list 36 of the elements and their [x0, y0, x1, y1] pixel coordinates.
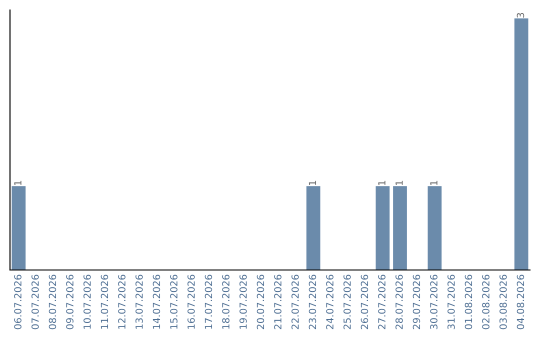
x-tick-label: 13.07.2026 — [135, 274, 143, 329]
x-tick-label: 02.08.2026 — [482, 274, 490, 330]
x-tick-label: 01.08.2026 — [464, 274, 472, 330]
data-label: 1 — [308, 180, 316, 186]
x-tick-label: 11.07.2026 — [100, 274, 108, 329]
x-tick-label: 07.07.2026 — [31, 274, 39, 330]
data-label: 1 — [378, 180, 386, 186]
x-tick-label: 10.07.2026 — [83, 274, 91, 329]
x-tick-label: 08.07.2026 — [48, 274, 56, 330]
x-tick-label: 03.08.2026 — [499, 274, 507, 330]
x-tick-label: 24.07.2026 — [326, 274, 334, 330]
x-tick-label: 17.07.2026 — [204, 274, 212, 329]
x-tick-label: 22.07.2026 — [291, 274, 299, 330]
x-tick-label: 18.07.2026 — [222, 274, 230, 329]
x-tick-label: 21.07.2026 — [274, 274, 282, 330]
data-label: 3 — [516, 12, 524, 18]
x-tick-label: 25.07.2026 — [343, 274, 351, 330]
x-tick-label: 14.07.2026 — [152, 274, 160, 329]
data-label: 1 — [430, 180, 438, 186]
x-tick-label: 20.07.2026 — [256, 274, 264, 330]
x-tick-label: 29.07.2026 — [412, 274, 420, 330]
x-tick-label: 30.07.2026 — [430, 274, 438, 330]
x-tick-label: 12.07.2026 — [118, 274, 126, 329]
x-tick-label: 06.07.2026 — [14, 274, 22, 330]
x-tick-label: 31.07.2026 — [447, 274, 455, 330]
data-label: 1 — [396, 180, 403, 186]
data-label: 1 — [14, 180, 22, 186]
x-tick-label: 16.07.2026 — [187, 274, 195, 329]
x-tick-label: 28.07.2026 — [395, 274, 403, 330]
x-tick-label: 09.07.2026 — [66, 274, 74, 330]
x-tick-label: 15.07.2026 — [170, 274, 178, 329]
x-tick-label: 19.07.2026 — [239, 274, 247, 329]
x-tick-label: 23.07.2026 — [308, 274, 316, 330]
x-tick-label: 27.07.2026 — [378, 274, 386, 330]
x-tick-label: 26.07.2026 — [360, 274, 368, 330]
x-tick-label: 04.08.2026 — [516, 274, 524, 330]
